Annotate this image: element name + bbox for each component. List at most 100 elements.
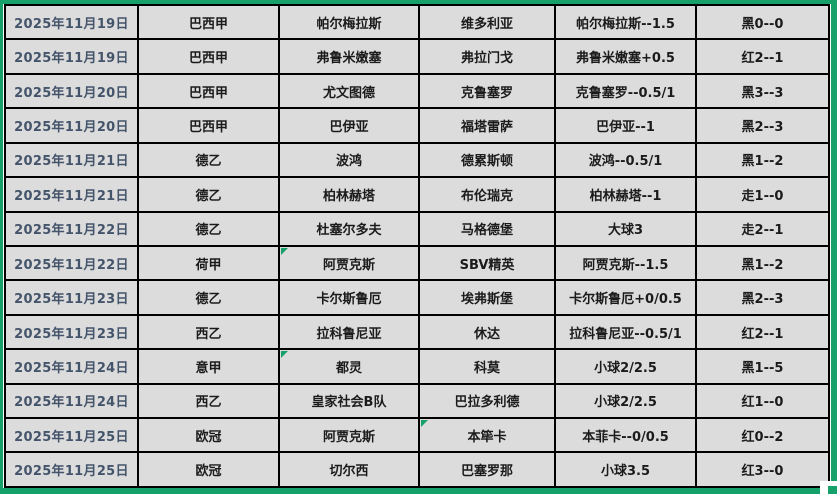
result-cell[interactable]: 黑1--2 (697, 246, 828, 280)
away-team-cell[interactable]: 弗拉门戈 (420, 40, 554, 73)
home-team-cell[interactable]: 卡尔斯鲁厄 (280, 281, 418, 314)
date-cell[interactable]: 2025年11月22日 (6, 212, 137, 245)
date-cell[interactable]: 2025年11月19日 (6, 40, 137, 73)
away-team-cell[interactable]: 马格德堡 (420, 212, 554, 245)
handicap-cell[interactable]: 弗鲁米嫩塞+0.5 (556, 40, 695, 73)
league-cell[interactable]: 欧冠 (139, 453, 278, 486)
away-team-cell[interactable]: 克鲁塞罗 (420, 74, 554, 108)
league-cell[interactable]: 西乙 (139, 384, 278, 418)
date-cell[interactable]: 2025年11月24日 (6, 384, 137, 418)
date-cell[interactable]: 2025年11月25日 (6, 419, 137, 452)
handicap-cell[interactable]: 帕尔梅拉斯--1.5 (556, 6, 695, 39)
home-team-cell[interactable]: 尤文图德 (280, 74, 418, 108)
result-cell[interactable]: 红1--0 (697, 384, 828, 418)
away-team-cell[interactable]: 维多利亚 (420, 6, 554, 39)
result-cell[interactable]: 走1--0 (697, 178, 828, 211)
away-team-label: 德累斯顿 (460, 154, 513, 170)
date-cell[interactable]: 2025年11月24日 (6, 350, 137, 383)
away-team-cell[interactable]: 科莫 (420, 350, 554, 383)
league-cell[interactable]: 巴西甲 (139, 40, 278, 73)
away-team-cell[interactable]: 巴塞罗那 (420, 453, 554, 486)
date-cell[interactable]: 2025年11月23日 (6, 315, 137, 349)
away-team-cell[interactable]: SBV精英 (420, 246, 554, 280)
result-cell[interactable]: 红3--0 (697, 453, 828, 486)
result-cell[interactable]: 黑2--3 (697, 281, 828, 314)
selection-border-top (0, 0, 837, 4)
handicap-cell[interactable]: 柏林赫塔--1 (556, 178, 695, 211)
result-cell[interactable]: 走2--1 (697, 212, 828, 245)
date-cell[interactable]: 2025年11月21日 (6, 178, 137, 211)
league-cell[interactable]: 荷甲 (139, 246, 278, 280)
away-team-cell[interactable]: 福塔雷萨 (420, 109, 554, 142)
selection-border-right (831, 0, 837, 494)
league-cell[interactable]: 巴西甲 (139, 74, 278, 108)
table-row: 2025年11月19日 巴西甲 弗鲁米嫩塞 弗拉门戈 弗鲁米嫩塞+0.5 红2-… (6, 40, 828, 73)
table-row: 2025年11月19日 巴西甲 帕尔梅拉斯 维多利亚 帕尔梅拉斯--1.5 黑0… (6, 6, 828, 39)
table-row: 2025年11月23日 西乙 拉科鲁尼亚 休达 拉科鲁尼亚--0.5/1 红2-… (6, 315, 828, 349)
away-team-cell[interactable]: 巴拉多利德 (420, 384, 554, 418)
handicap-cell[interactable]: 克鲁塞罗--0.5/1 (556, 74, 695, 108)
handicap-cell[interactable]: 波鸿--0.5/1 (556, 143, 695, 177)
home-team-cell[interactable]: 拉科鲁尼亚 (280, 315, 418, 349)
handicap-cell[interactable]: 大球3 (556, 212, 695, 245)
date-cell[interactable]: 2025年11月22日 (6, 246, 137, 280)
result-cell[interactable]: 黑1--5 (697, 350, 828, 383)
league-cell[interactable]: 欧冠 (139, 419, 278, 452)
away-team-label: 弗拉门戈 (460, 51, 513, 67)
league-cell[interactable]: 德乙 (139, 178, 278, 211)
league-cell[interactable]: 西乙 (139, 315, 278, 349)
away-team-cell[interactable]: 本筚卡 (420, 419, 554, 452)
away-team-label: 本筚卡 (467, 429, 507, 445)
handicap-cell[interactable]: 拉科鲁尼亚--0.5/1 (556, 315, 695, 349)
league-cell[interactable]: 意甲 (139, 350, 278, 383)
home-team-cell[interactable]: 阿贾克斯 (280, 246, 418, 280)
away-team-cell[interactable]: 德累斯顿 (420, 143, 554, 177)
date-cell[interactable]: 2025年11月19日 (6, 6, 137, 39)
table-row: 2025年11月20日 巴西甲 尤文图德 克鲁塞罗 克鲁塞罗--0.5/1 黑3… (6, 74, 828, 108)
away-team-cell[interactable]: 布伦瑞克 (420, 178, 554, 211)
home-team-cell[interactable]: 柏林赫塔 (280, 178, 418, 211)
handicap-cell[interactable]: 巴伊亚--1 (556, 109, 695, 142)
result-cell[interactable]: 黑2--3 (697, 109, 828, 142)
date-cell[interactable]: 2025年11月20日 (6, 74, 137, 108)
table-row: 2025年11月25日 欧冠 切尔西 巴塞罗那 小球3.5 红3--0 (6, 453, 828, 486)
date-cell[interactable]: 2025年11月21日 (6, 143, 137, 177)
home-team-cell[interactable]: 皇家社会B队 (280, 384, 418, 418)
handicap-cell[interactable]: 本菲卡--0/0.5 (556, 419, 695, 452)
league-cell[interactable]: 德乙 (139, 212, 278, 245)
handicap-cell[interactable]: 小球3.5 (556, 453, 695, 486)
league-cell[interactable]: 德乙 (139, 281, 278, 314)
league-cell[interactable]: 德乙 (139, 143, 278, 177)
home-team-cell[interactable]: 切尔西 (280, 453, 418, 486)
date-cell[interactable]: 2025年11月25日 (6, 453, 137, 486)
date-cell[interactable]: 2025年11月23日 (6, 281, 137, 314)
home-team-cell[interactable]: 杜塞尔多夫 (280, 212, 418, 245)
away-team-cell[interactable]: 埃弗斯堡 (420, 281, 554, 314)
home-team-cell[interactable]: 帕尔梅拉斯 (280, 6, 418, 39)
home-team-cell[interactable]: 波鸿 (280, 143, 418, 177)
result-cell[interactable]: 黑1--2 (697, 143, 828, 177)
result-cell[interactable]: 红2--1 (697, 315, 828, 349)
league-cell[interactable]: 巴西甲 (139, 109, 278, 142)
home-team-cell[interactable]: 阿贾克斯 (280, 419, 418, 452)
handicap-cell[interactable]: 卡尔斯鲁厄+0/0.5 (556, 281, 695, 314)
home-team-cell[interactable]: 巴伊亚 (280, 109, 418, 142)
handicap-cell[interactable]: 小球2/2.5 (556, 384, 695, 418)
away-team-cell[interactable]: 休达 (420, 315, 554, 349)
table-row: 2025年11月23日 德乙 卡尔斯鲁厄 埃弗斯堡 卡尔斯鲁厄+0/0.5 黑2… (6, 281, 828, 314)
result-cell[interactable]: 黑0--0 (697, 6, 828, 39)
league-cell[interactable]: 巴西甲 (139, 6, 278, 39)
home-team-label: 皇家社会B队 (311, 395, 387, 411)
result-cell[interactable]: 黑3--3 (697, 74, 828, 108)
table-row: 2025年11月22日 荷甲 阿贾克斯 SBV精英 阿贾克斯--1.5 黑1--… (6, 246, 828, 280)
result-cell[interactable]: 红0--2 (697, 419, 828, 452)
result-cell[interactable]: 红2--1 (697, 40, 828, 73)
table-row: 2025年11月24日 西乙 皇家社会B队 巴拉多利德 小球2/2.5 红1--… (6, 384, 828, 418)
table-row: 2025年11月24日 意甲 都灵 科莫 小球2/2.5 黑1--5 (6, 350, 828, 383)
home-team-cell[interactable]: 都灵 (280, 350, 418, 383)
home-team-cell[interactable]: 弗鲁米嫩塞 (280, 40, 418, 73)
handicap-cell[interactable]: 小球2/2.5 (556, 350, 695, 383)
fill-handle[interactable] (828, 486, 837, 494)
handicap-cell[interactable]: 阿贾克斯--1.5 (556, 246, 695, 280)
date-cell[interactable]: 2025年11月20日 (6, 109, 137, 142)
